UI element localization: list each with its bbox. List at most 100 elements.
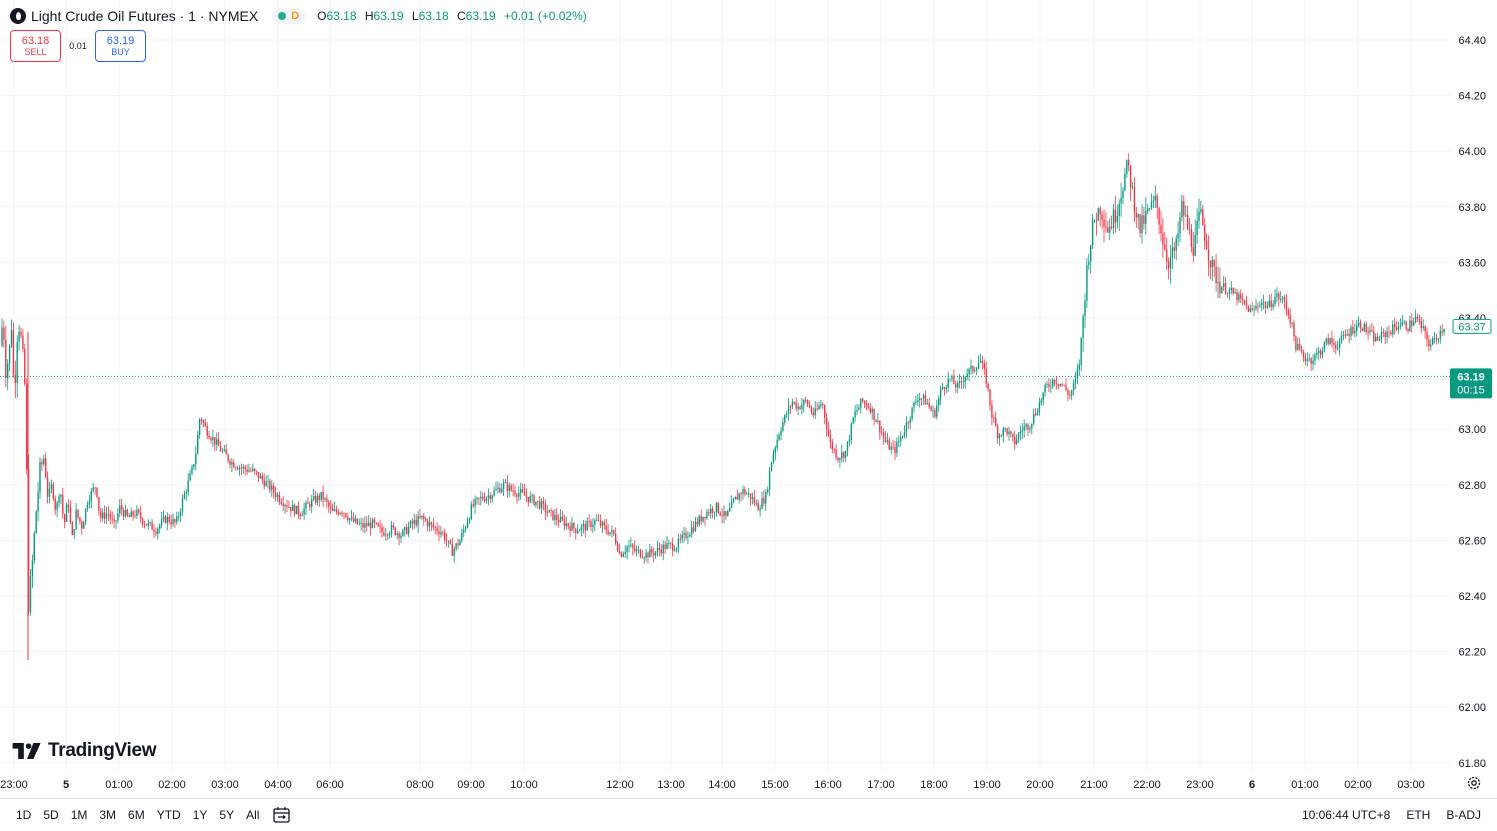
candle-body <box>14 375 16 384</box>
range-ytd[interactable]: YTD <box>156 808 181 822</box>
candle-body <box>415 519 417 526</box>
range-1m[interactable]: 1M <box>70 808 88 822</box>
range-1d[interactable]: 1D <box>16 808 32 822</box>
candle-body <box>1356 325 1358 331</box>
tradingview-logo[interactable]: TradingView <box>12 740 157 762</box>
candle-body <box>1215 266 1217 284</box>
candle-body <box>797 406 799 409</box>
buy-price: 63.19 <box>106 35 135 47</box>
candle-body <box>88 501 91 505</box>
candle-body <box>588 521 590 522</box>
candle-body <box>354 518 357 522</box>
candle-body <box>985 368 987 385</box>
candle-body <box>3 327 5 340</box>
adjustment-toggle[interactable]: B-ADJ <box>1446 808 1481 822</box>
settings-icon[interactable] <box>1466 775 1482 791</box>
candle-body <box>664 544 666 549</box>
candle-body <box>759 508 761 511</box>
candle-body <box>995 417 997 427</box>
candle-body <box>713 511 716 513</box>
tradingview-logo-icon <box>12 743 41 759</box>
candle-body <box>377 523 379 526</box>
candle-body <box>79 517 81 522</box>
candle-body <box>1441 330 1443 333</box>
range-1y[interactable]: 1Y <box>192 808 208 822</box>
session-toggle[interactable]: ETH <box>1406 808 1431 822</box>
candle-body <box>368 522 370 527</box>
candle-body <box>1337 348 1339 350</box>
candle-body <box>936 405 938 417</box>
candle-body <box>358 523 360 525</box>
candle-body <box>1270 300 1272 308</box>
candle-body <box>453 548 455 556</box>
candle-body <box>111 518 113 520</box>
candle-body <box>400 535 402 539</box>
range-all[interactable]: All <box>246 808 260 822</box>
candle-body <box>1240 294 1242 299</box>
market-status-pill[interactable]: D <box>272 8 306 24</box>
candle-body <box>717 502 719 513</box>
candle-body <box>922 395 925 399</box>
candle-body <box>1008 431 1010 435</box>
candle-body <box>130 511 132 517</box>
symbol-title[interactable]: Light Crude Oil Futures · 1 · NYMEX <box>31 8 259 24</box>
candle-body <box>303 508 305 515</box>
candle-body <box>1264 302 1267 308</box>
candle-body <box>822 403 824 406</box>
candle-body <box>808 404 811 408</box>
candle-body <box>64 514 66 522</box>
candle-body <box>147 522 149 526</box>
candle-body <box>1424 326 1426 332</box>
buy-button[interactable]: 63.19 BUY <box>95 30 146 62</box>
candle-body <box>1040 400 1042 403</box>
candle-body <box>347 517 349 521</box>
candle-body <box>1257 305 1259 307</box>
candle-body <box>552 510 554 520</box>
candle-body <box>67 504 70 508</box>
candle-body <box>577 531 579 534</box>
candle-body <box>751 497 754 500</box>
range-5y[interactable]: 5Y <box>219 808 235 822</box>
range-3m[interactable]: 3M <box>99 808 117 822</box>
candle-body <box>1090 245 1092 262</box>
x-tick-label: 03:00 <box>211 779 239 791</box>
candle-body <box>1207 249 1210 261</box>
candle-body <box>235 467 237 469</box>
candle-body <box>740 493 742 495</box>
candle-body <box>257 472 260 479</box>
candle-body <box>672 543 674 551</box>
candle-body <box>39 462 41 493</box>
candle-body <box>468 518 471 522</box>
candle-body <box>915 401 917 404</box>
candle-body <box>459 540 461 546</box>
candle-body <box>436 527 438 532</box>
ohlc-values: O63.18 H63.19 L63.18 C63.19 +0.01 (+0.02… <box>317 9 592 23</box>
candle-body <box>569 526 571 531</box>
candle-body <box>168 516 170 523</box>
y-tick-label: 61.80 <box>1458 758 1486 770</box>
candle-body <box>504 482 507 483</box>
candle-body <box>371 519 374 529</box>
candle-body <box>1291 322 1293 324</box>
y-tick-label: 62.60 <box>1458 535 1486 547</box>
candle-body <box>1091 220 1094 246</box>
candle-body <box>252 468 254 471</box>
candle-body <box>244 466 246 470</box>
candle-body <box>1036 412 1039 415</box>
calendar-range-icon[interactable] <box>272 806 292 824</box>
price-chart[interactable]: 64.4064.2064.0063.8063.6063.4063.0062.80… <box>0 0 1497 798</box>
candle-body <box>474 499 476 507</box>
candle-body <box>151 522 153 530</box>
candle-body <box>29 576 32 612</box>
range-6m[interactable]: 6M <box>128 808 145 822</box>
range-5d[interactable]: 5D <box>43 808 59 822</box>
price-axis[interactable]: 64.4064.2064.0063.8063.6063.4063.0062.80… <box>1450 35 1492 770</box>
candle-body <box>489 495 491 500</box>
candle-body <box>1021 430 1023 432</box>
candle-body <box>968 368 970 375</box>
time-axis[interactable]: 23:00 5 01:00 02:00 03:00 04:00 06:00 08:00 09:0… <box>0 779 1425 791</box>
candle-body <box>907 422 909 424</box>
sell-button[interactable]: 63.18 SELL <box>10 30 61 62</box>
clock[interactable]: 10:06:44 UTC+8 <box>1301 808 1391 822</box>
candle-body <box>159 525 161 529</box>
